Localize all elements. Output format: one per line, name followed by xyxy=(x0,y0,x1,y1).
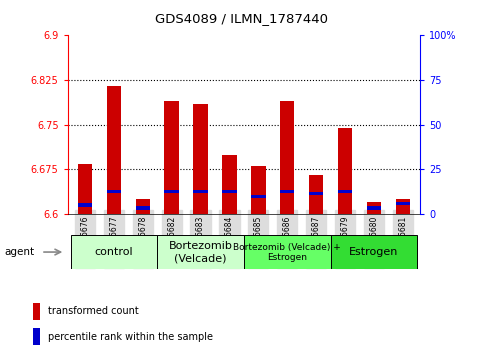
Bar xyxy=(338,128,352,214)
Text: control: control xyxy=(95,247,133,257)
Bar xyxy=(280,190,295,193)
Bar xyxy=(33,328,40,345)
Bar xyxy=(251,194,266,198)
Bar xyxy=(367,206,381,210)
Bar xyxy=(309,192,324,195)
Bar xyxy=(193,190,208,193)
Bar xyxy=(396,202,410,205)
Bar xyxy=(367,202,381,214)
Bar xyxy=(107,86,121,214)
Text: GDS4089 / ILMN_1787440: GDS4089 / ILMN_1787440 xyxy=(155,12,328,25)
Bar xyxy=(33,303,40,320)
Text: transformed count: transformed count xyxy=(47,306,138,316)
Bar xyxy=(136,206,150,210)
Bar xyxy=(280,101,295,214)
Bar xyxy=(222,155,237,214)
Bar xyxy=(164,101,179,214)
Bar xyxy=(78,164,92,214)
Bar xyxy=(331,235,417,269)
Bar xyxy=(164,190,179,193)
Bar xyxy=(244,235,331,269)
Text: Bortezomib
(Velcade): Bortezomib (Velcade) xyxy=(169,241,232,263)
Bar xyxy=(193,104,208,214)
Bar xyxy=(71,235,157,269)
Bar xyxy=(222,190,237,193)
Bar xyxy=(107,190,121,193)
Bar xyxy=(338,190,352,193)
Bar xyxy=(309,176,324,214)
Bar xyxy=(251,166,266,214)
Text: Estrogen: Estrogen xyxy=(349,247,398,257)
Bar xyxy=(396,199,410,214)
Text: agent: agent xyxy=(5,247,35,257)
Text: percentile rank within the sample: percentile rank within the sample xyxy=(47,332,213,342)
Bar xyxy=(136,199,150,214)
Bar xyxy=(157,235,244,269)
Bar xyxy=(78,204,92,207)
Text: Bortezomib (Velcade) +
Estrogen: Bortezomib (Velcade) + Estrogen xyxy=(233,242,341,262)
